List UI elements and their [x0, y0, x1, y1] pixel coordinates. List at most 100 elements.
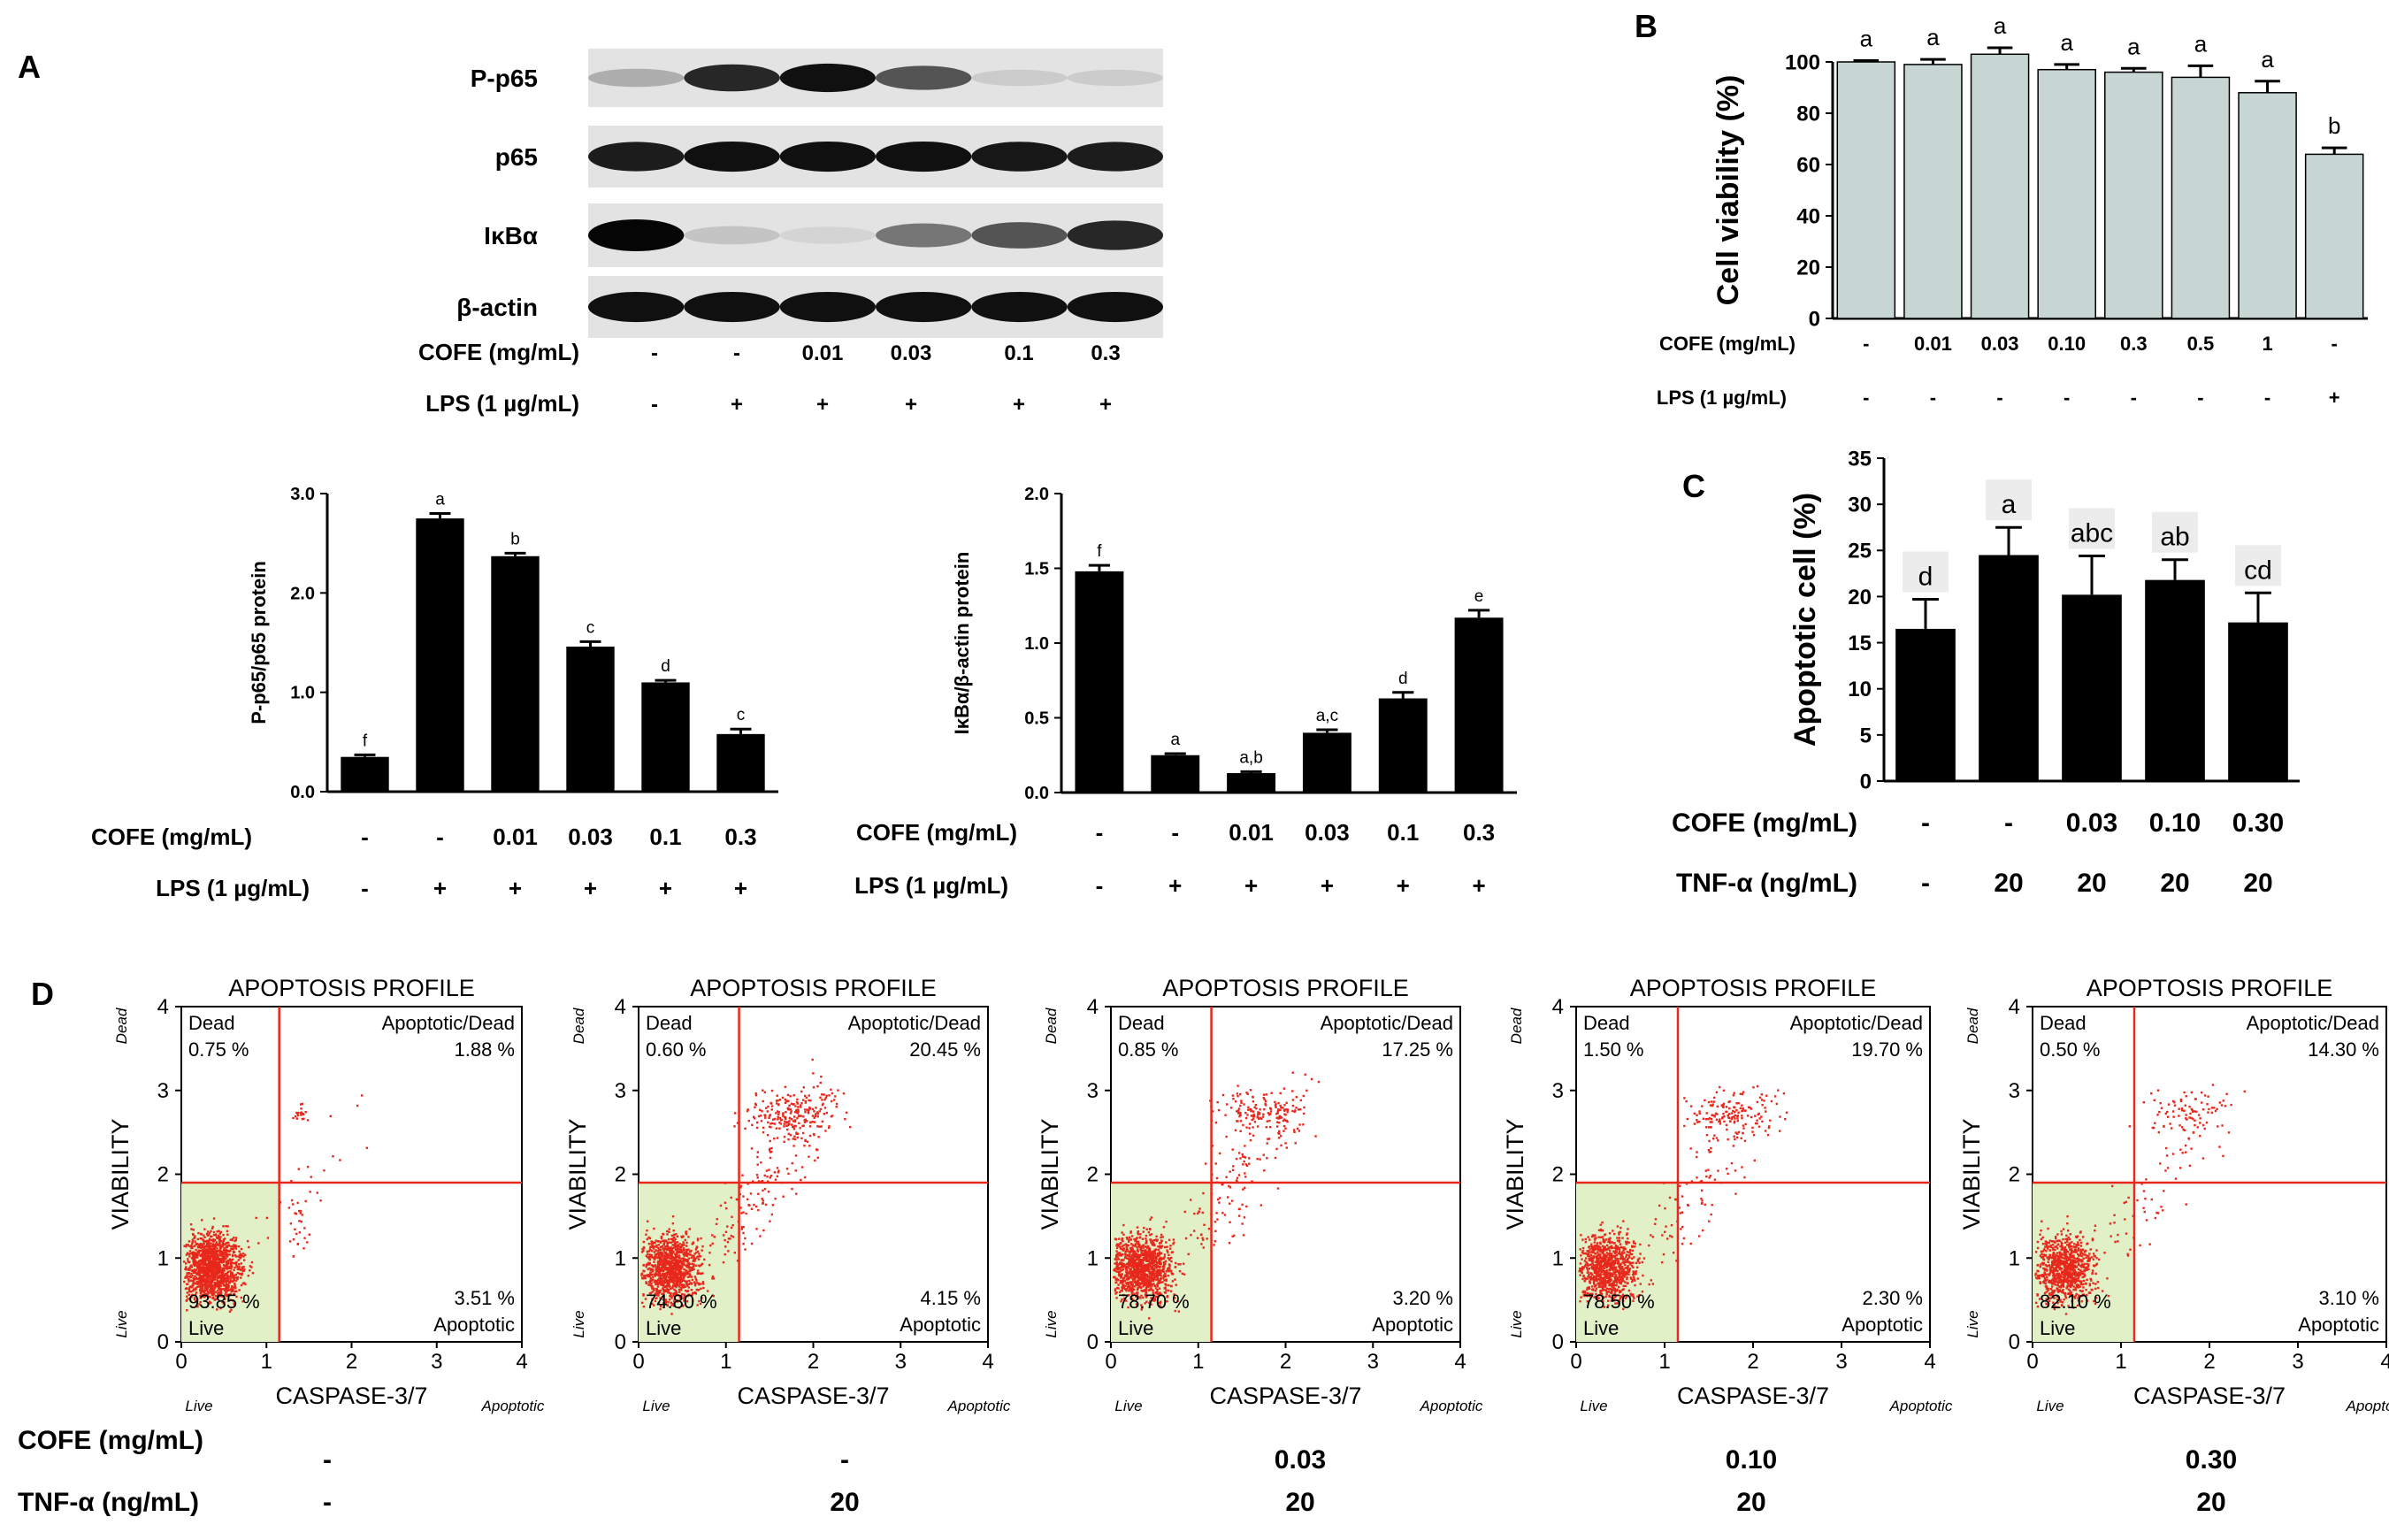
scatter-point — [219, 1295, 222, 1298]
scatter-point — [207, 1302, 211, 1306]
scatter-point — [187, 1258, 189, 1260]
scatter-point — [1581, 1277, 1584, 1281]
scatter-point — [218, 1281, 221, 1283]
scatter-point — [1154, 1291, 1158, 1294]
scatter-point — [678, 1243, 681, 1245]
scatter-point — [800, 1101, 803, 1105]
scatter-point — [682, 1247, 685, 1250]
scatter-point — [1618, 1231, 1620, 1234]
scatter-point — [206, 1279, 209, 1282]
scatter-point — [223, 1252, 226, 1254]
scatter-point — [1268, 1114, 1271, 1116]
scatter-point — [1157, 1295, 1160, 1299]
scatter-point — [1135, 1261, 1138, 1265]
scatter-point — [229, 1270, 232, 1273]
scatter-point — [185, 1245, 188, 1248]
scatter-point — [682, 1235, 685, 1237]
scatter-point — [212, 1296, 215, 1299]
scatter-point — [657, 1254, 660, 1257]
scatter-point — [234, 1284, 236, 1288]
scatter-point — [238, 1265, 241, 1268]
scatter-point — [1159, 1293, 1162, 1297]
scatter-point — [1607, 1246, 1610, 1249]
scatter-point — [1621, 1277, 1624, 1281]
x-tick-label: 3 — [1367, 1350, 1379, 1374]
scatter-point — [213, 1258, 217, 1260]
scatter-point — [203, 1290, 205, 1292]
scatter-point — [1133, 1285, 1137, 1288]
scatter-point — [678, 1247, 680, 1251]
scatter-point — [298, 1209, 301, 1213]
scatter-point — [668, 1285, 670, 1288]
scatter-point — [1608, 1273, 1612, 1276]
scatter-point — [1303, 1106, 1306, 1109]
scatter-point — [647, 1242, 651, 1245]
scatter-point — [645, 1265, 647, 1268]
scatter-point — [209, 1245, 212, 1249]
scatter-point — [192, 1271, 195, 1274]
scatter-point — [790, 1110, 793, 1113]
scatter-point — [1248, 1122, 1252, 1125]
blot-band — [779, 226, 876, 244]
scatter-point — [1131, 1277, 1134, 1280]
scatter-point — [673, 1288, 676, 1291]
scatter-point — [332, 1155, 334, 1158]
scatter-point — [650, 1243, 653, 1245]
scatter-point — [1121, 1269, 1123, 1272]
scatter-point — [212, 1230, 216, 1234]
scatter-point — [1173, 1241, 1175, 1244]
scatter-point — [1168, 1253, 1170, 1257]
scatter-point — [691, 1262, 693, 1266]
scatter-point — [209, 1249, 211, 1252]
scatter-point — [662, 1295, 664, 1299]
scatter-point — [1630, 1277, 1633, 1281]
scatter-point — [1168, 1268, 1171, 1270]
scatter-point — [680, 1294, 683, 1298]
scatter-point — [1174, 1297, 1176, 1299]
scatter-point — [190, 1269, 193, 1272]
scatter-point — [671, 1303, 675, 1306]
scatter-point — [1132, 1257, 1135, 1260]
scatter-point — [213, 1238, 217, 1242]
scatter-point — [1266, 1142, 1268, 1145]
scatter-point — [677, 1293, 679, 1297]
scatter-point — [186, 1295, 188, 1298]
scatter-point — [1586, 1300, 1589, 1303]
scatter-point — [1235, 1157, 1238, 1161]
scatter-point — [647, 1250, 650, 1253]
scatter-point — [1260, 1204, 1263, 1207]
y-tick-label: 1.0 — [290, 684, 315, 703]
scatter-point — [842, 1092, 846, 1095]
scatter-point — [1310, 1077, 1313, 1081]
scatter-point — [1126, 1237, 1129, 1241]
scatter-point — [1150, 1297, 1152, 1299]
scatter-point — [1170, 1260, 1173, 1263]
scatter-point — [1278, 1115, 1281, 1118]
scatter-point — [204, 1284, 208, 1287]
scatter-point — [1139, 1285, 1142, 1289]
scatter-point — [1160, 1252, 1163, 1255]
scatter-point — [808, 1134, 812, 1138]
scatter-point — [819, 1107, 823, 1111]
scatter-point — [1600, 1293, 1603, 1297]
scatter-point — [1612, 1270, 1615, 1273]
scatter-point — [676, 1241, 679, 1244]
scatter-point — [1302, 1094, 1306, 1098]
scatter-point — [189, 1285, 192, 1288]
scatter-point — [664, 1239, 667, 1243]
scatter-point — [1277, 1109, 1280, 1112]
scatter-point — [793, 1102, 795, 1106]
scatter-point — [646, 1255, 649, 1259]
scatter-point — [685, 1254, 689, 1258]
scatter-point — [657, 1290, 660, 1292]
scatter-point — [1137, 1245, 1141, 1248]
scatter-point — [1242, 1234, 1245, 1237]
scatter-point — [1141, 1279, 1144, 1282]
scatter-point — [653, 1281, 655, 1283]
scatter-point — [789, 1095, 792, 1098]
scatter-point — [682, 1283, 685, 1287]
scatter-point — [231, 1290, 234, 1292]
scatter-point — [709, 1244, 712, 1247]
scatter-point — [678, 1291, 681, 1293]
scatter-point — [1147, 1263, 1150, 1266]
